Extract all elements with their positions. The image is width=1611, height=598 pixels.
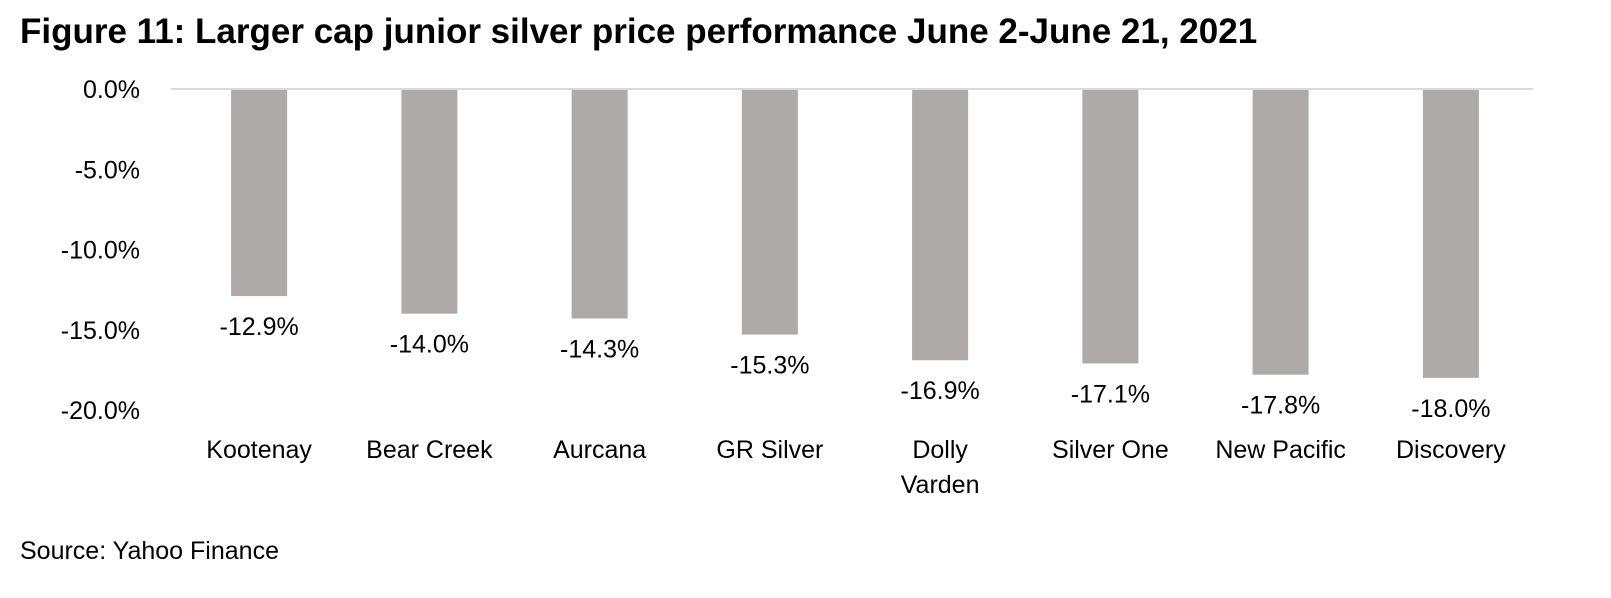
y-tick-label: -15.0% — [61, 317, 140, 345]
bar — [231, 89, 288, 297]
x-tick-label: GR Silver — [716, 436, 823, 464]
bar — [912, 89, 969, 361]
x-tick-label: Aurcana — [553, 436, 646, 464]
y-tick-label: -10.0% — [61, 237, 140, 265]
data-label: -14.0% — [390, 331, 469, 359]
y-tick-label: -20.0% — [61, 397, 140, 425]
x-tick-label: Dolly Varden — [901, 436, 980, 499]
data-label: -17.8% — [1241, 392, 1320, 420]
bar — [741, 89, 798, 335]
data-label: -15.3% — [730, 352, 809, 380]
x-tick-label: Silver One — [1052, 436, 1169, 464]
x-tick-label: Kootenay — [206, 436, 312, 464]
data-label: -17.1% — [1071, 380, 1150, 408]
bar — [571, 89, 628, 319]
bar — [401, 89, 458, 314]
bar — [1422, 89, 1479, 378]
data-label: -14.3% — [560, 336, 639, 364]
bar — [1252, 89, 1309, 375]
data-label: -18.0% — [1411, 395, 1490, 423]
data-label: -16.9% — [901, 377, 980, 405]
x-tick-label: New Pacific — [1215, 436, 1346, 464]
bar — [1082, 89, 1139, 364]
chart-title: Figure 11: Larger cap junior silver pric… — [20, 12, 1258, 51]
x-tick-label: Discovery — [1396, 436, 1506, 464]
source-note: Source: Yahoo Finance — [20, 537, 279, 565]
y-tick-label: -5.0% — [75, 156, 140, 184]
data-label: -12.9% — [220, 313, 299, 341]
x-tick-label: Bear Creek — [366, 436, 493, 464]
y-tick-label: 0.0% — [83, 76, 140, 104]
